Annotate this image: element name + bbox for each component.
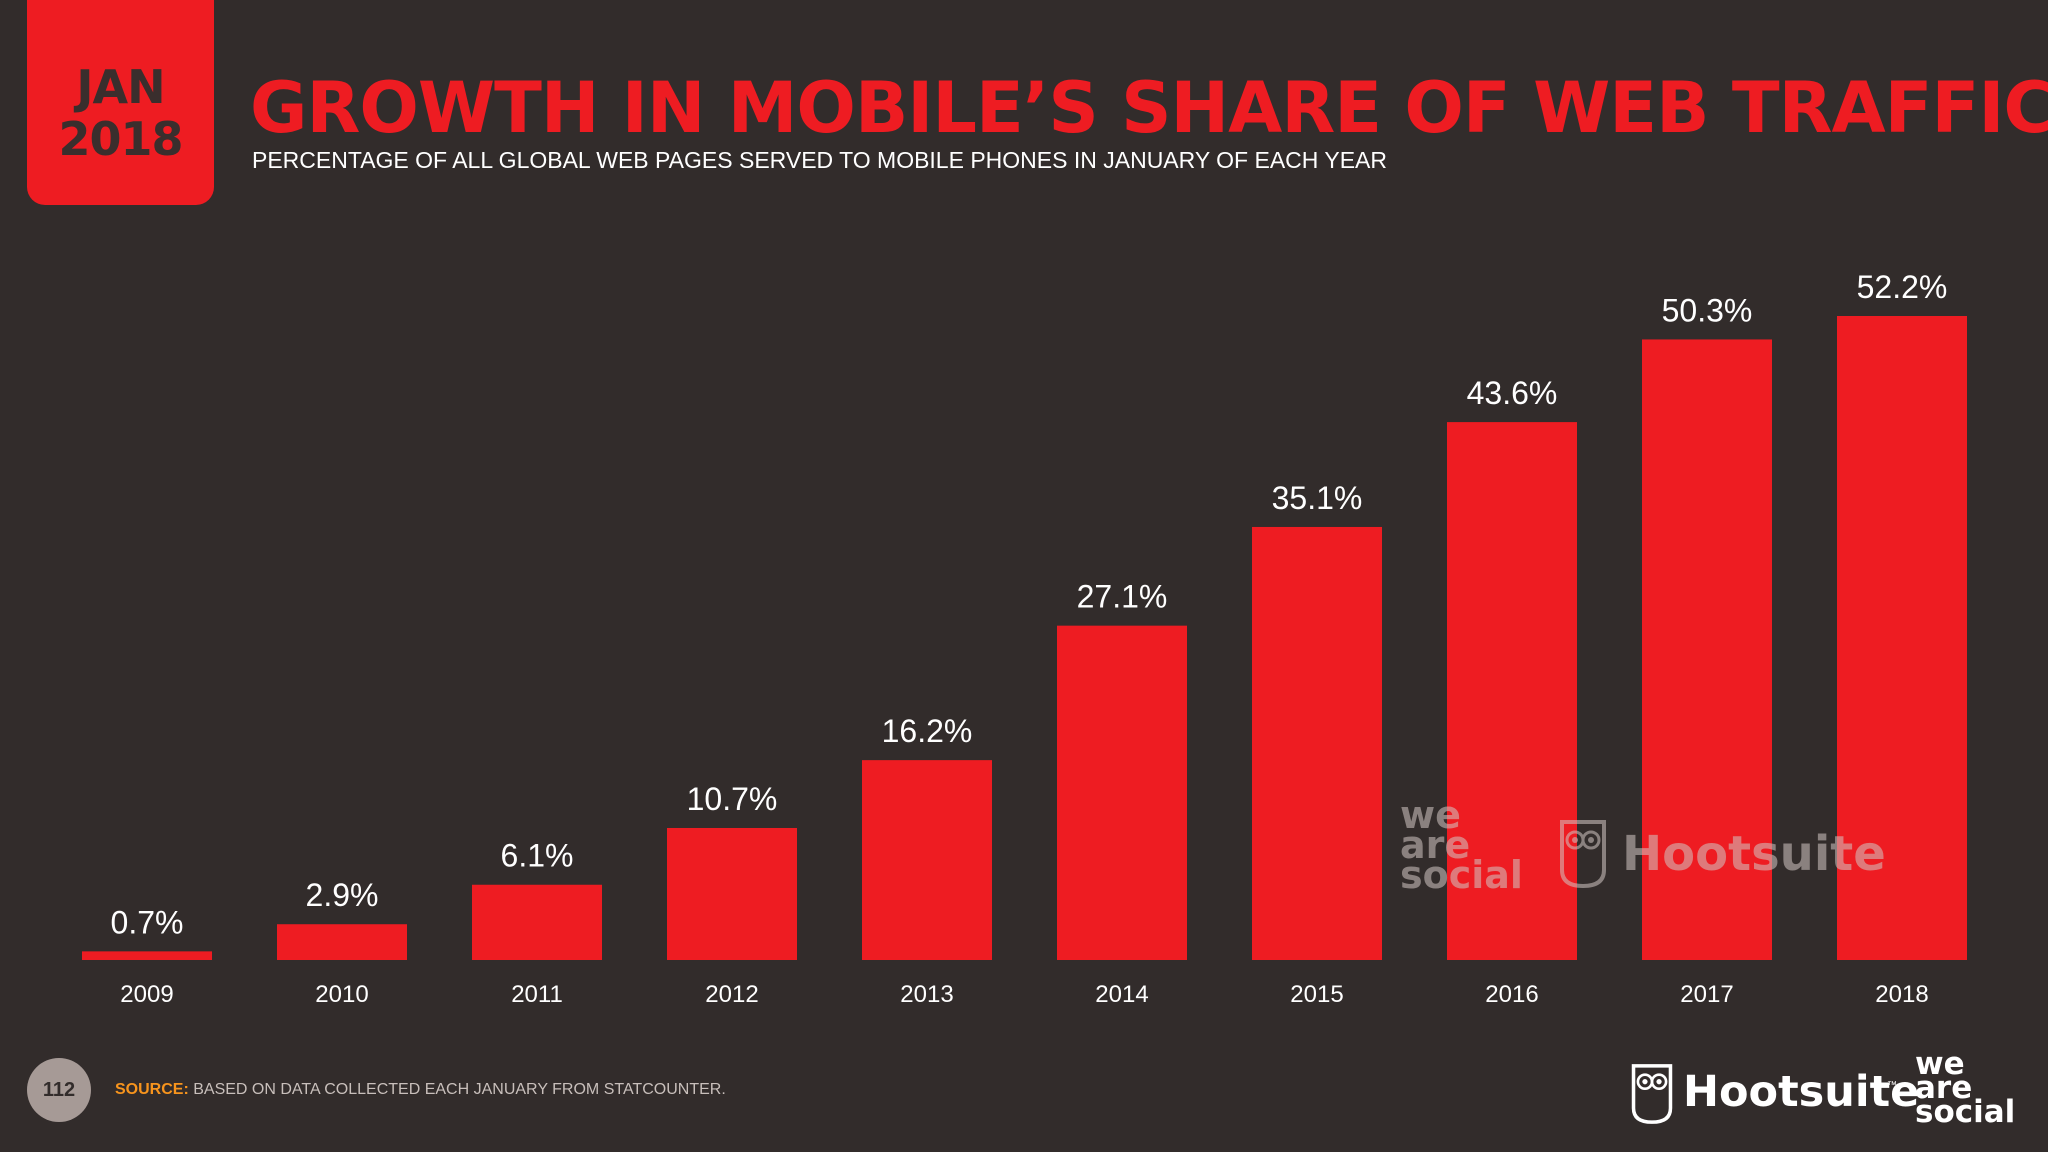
date-badge: JAN 2018: [27, 0, 214, 205]
bar-2010: [277, 924, 407, 960]
we-are-social-logo: we are social: [1915, 1046, 2016, 1130]
data-label-2012: 10.7%: [687, 781, 778, 817]
x-tick-label-2010: 2010: [315, 981, 368, 1008]
source-label: SOURCE:: [115, 1081, 189, 1098]
bar-2009: [82, 951, 212, 960]
bar-2013: [862, 760, 992, 960]
hootsuite-logo: Hootsuite: [1683, 1067, 1920, 1117]
chart-title: GROWTH IN MOBILE’S SHARE OF WEB TRAFFIC: [250, 67, 2048, 149]
x-tick-label-2013: 2013: [900, 981, 953, 1008]
x-tick-label-2012: 2012: [705, 981, 758, 1008]
source-note: SOURCE: BASED ON DATA COLLECTED EACH JAN…: [115, 1080, 726, 1100]
trademark-symbol: ™: [1887, 1080, 1897, 1091]
chart-subtitle: PERCENTAGE OF ALL GLOBAL WEB PAGES SERVE…: [252, 147, 1387, 173]
bar-2015: [1252, 526, 1382, 960]
watermark: we are social Hootsuite: [1400, 793, 1886, 910]
data-label-2011: 6.1%: [501, 838, 574, 874]
x-tick-label-2014: 2014: [1095, 981, 1148, 1008]
data-label-2018: 52.2%: [1857, 269, 1948, 305]
data-label-2009: 0.7%: [111, 904, 184, 940]
data-label-2014: 27.1%: [1077, 579, 1168, 615]
x-tick-label-2009: 2009: [120, 981, 173, 1008]
x-tick-label-2018: 2018: [1875, 981, 1928, 1008]
x-tick-label-2017: 2017: [1680, 981, 1733, 1008]
bar-2012: [667, 827, 797, 960]
hootsuite-owl-icon: [1560, 820, 1606, 889]
we-are-social-line: we: [1915, 1046, 1965, 1082]
data-label-2010: 2.9%: [306, 877, 379, 913]
x-tick-label-2015: 2015: [1290, 981, 1343, 1008]
date-badge-month: JAN: [76, 59, 165, 114]
data-label-2015: 35.1%: [1272, 480, 1363, 516]
watermark-hootsuite-logo: Hootsuite: [1622, 826, 1886, 882]
bar-2011: [472, 884, 602, 960]
bar-2018: [1837, 316, 1967, 960]
x-tick-label-2016: 2016: [1485, 981, 1538, 1008]
watermark-social-line: social: [1400, 853, 1523, 897]
bar-2014: [1057, 625, 1187, 960]
source-text: BASED ON DATA COLLECTED EACH JANUARY FRO…: [193, 1081, 726, 1098]
data-label-2017: 50.3%: [1662, 292, 1753, 328]
page-number: 112: [27, 1058, 91, 1122]
x-tick-label-2011: 2011: [511, 981, 563, 1008]
data-label-2013: 16.2%: [882, 713, 973, 749]
data-label-2016: 43.6%: [1467, 375, 1558, 411]
bar-chart: 0.7% 2009 2.9% 2010 6.1% 2011 10.7% 2012 16.2% 20…: [82, 269, 1967, 1008]
we-are-social-line: are: [1915, 1070, 1973, 1106]
bar-2017: [1642, 339, 1772, 960]
bar-2016: [1447, 422, 1577, 960]
date-badge-year: 2018: [58, 111, 183, 166]
we-are-social-line: social: [1915, 1094, 2016, 1130]
hootsuite-owl-icon: [1631, 1064, 1673, 1124]
watermark-social-line: we: [1400, 793, 1461, 837]
watermark-we-are-social-logo: we are social: [1400, 793, 1523, 897]
watermark-social-line: are: [1400, 823, 1471, 867]
